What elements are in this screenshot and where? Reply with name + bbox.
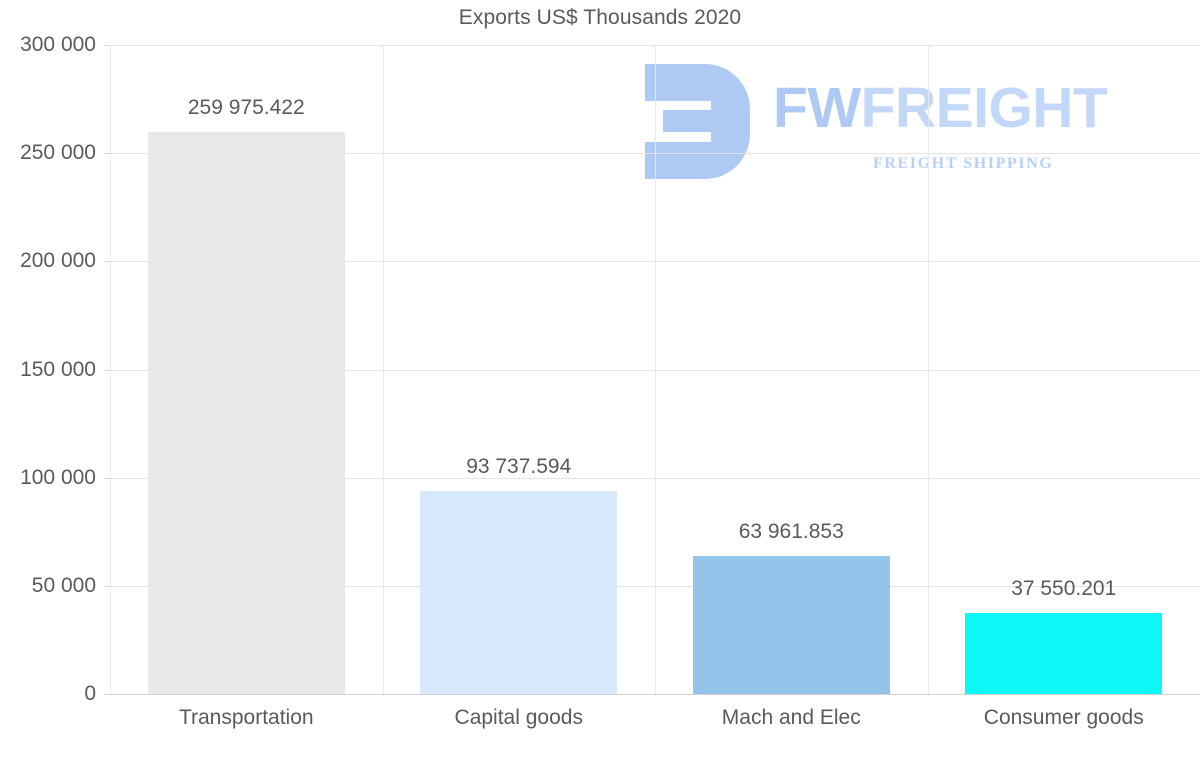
y-axis-tick-label: 200 000 [20,249,96,273]
y-axis-tick-label: 50 000 [31,573,96,597]
y-axis-tick [104,694,110,695]
x-axis-tick-label: Consumer goods [983,706,1144,729]
y-axis-tick-label: 150 000 [20,357,96,381]
y-axis-tick [104,585,110,587]
bar-value-label: 259 975.422 [187,95,305,119]
x-axis-tick-label: Transportation [178,706,314,729]
bar-value-label: 93 737.594 [466,455,572,479]
chart-title: Exports US$ Thousands 2020 [458,6,742,29]
bar-consumer-goods[interactable] [965,612,1163,694]
gridline-vertical [655,45,656,694]
bar-value-label: 63 961.853 [738,519,844,543]
x-axis-tick-label: Capital goods [454,706,583,729]
y-axis-tick-label: 0 [84,682,96,705]
y-axis-tick [104,153,110,155]
gridline-vertical [928,45,929,694]
bar-capital-goods[interactable] [420,491,618,694]
plot-area: 259 975.422 93 737.594 63 961.853 37 550.20… [104,45,1200,695]
bar-value-label: 37 550.201 [1011,576,1117,600]
y-axis-tick-label: 250 000 [20,141,96,165]
y-axis-tick [104,261,110,263]
gridline-vertical [110,45,111,694]
x-axis-tick-label: Mach and Elec [721,706,861,729]
gridline-vertical [383,45,384,694]
y-axis-tick-label: 300 000 [20,33,96,56]
x-axis-line [110,694,1200,695]
bar-mach-and-elec[interactable] [692,555,890,694]
y-axis-tick-label: 100 000 [20,465,96,489]
y-axis-tick [104,477,110,479]
y-axis-tick [104,45,110,46]
y-axis-tick [104,369,110,371]
bar-transportation[interactable] [147,131,345,694]
